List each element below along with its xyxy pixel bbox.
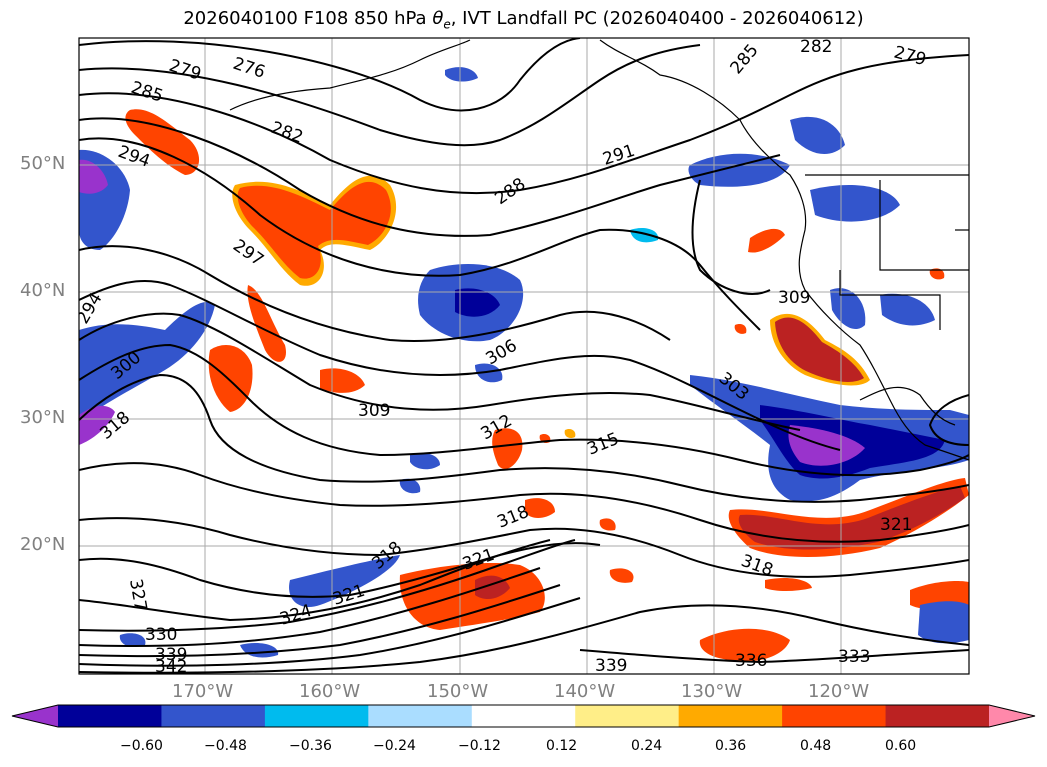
colorbar-segment [368, 705, 473, 727]
contour-label: 342 [155, 657, 187, 677]
colorbar-segment [782, 705, 887, 727]
coastlines [229, 39, 969, 461]
colorbar-segment [678, 705, 783, 727]
lat-label-30n: 30°N [20, 407, 66, 428]
colorbar-segment [161, 705, 266, 727]
colorbar-over-arrow [989, 705, 1035, 727]
positive-ivt-anomaly-regions [125, 109, 969, 662]
contour-label: 282 [800, 37, 832, 57]
colorbar-tick-label: 0.12 [546, 738, 578, 754]
lat-label-20n: 20°N [20, 534, 66, 555]
colorbar-tick-label: −0.48 [204, 738, 247, 754]
colorbar-under-arrow [12, 705, 58, 727]
colorbar-segment [264, 705, 369, 727]
contour-label: 309 [778, 288, 810, 308]
negative-ivt-anomaly-regions [79, 67, 969, 658]
contour-label: 333 [838, 647, 870, 667]
lon-label-170w: 170°W [172, 681, 234, 702]
map-frame [78, 37, 970, 675]
colorbar-tick-label: 0.24 [631, 738, 663, 754]
colorbar-segment [471, 705, 576, 727]
colorbar [11, 704, 1036, 728]
lon-label-120w: 120°W [808, 681, 870, 702]
contour-label: 321 [880, 515, 912, 535]
colorbar-tick-label: −0.60 [120, 738, 163, 754]
colorbar-segment [885, 705, 990, 727]
lon-label-130w: 130°W [681, 681, 743, 702]
colorbar-tick-label: 0.36 [715, 738, 747, 754]
contour-label: 336 [735, 651, 767, 671]
colorbar-tick-label: 0.48 [800, 738, 832, 754]
colorbar-tick-label: −0.36 [289, 738, 332, 754]
colorbar-tick-label: 0.60 [885, 738, 917, 754]
lon-label-160w: 160°W [299, 681, 361, 702]
lat-label-50n: 50°N [20, 153, 66, 174]
lon-label-150w: 150°W [427, 681, 489, 702]
contour-label: 309 [358, 401, 390, 421]
contour-label: 339 [155, 645, 187, 665]
colorbar-segment [575, 705, 680, 727]
colorbar-segment [58, 705, 163, 727]
contour-label: 339 [595, 656, 627, 676]
colorbar-tick-label: −0.12 [458, 738, 501, 754]
colorbar-tick-label: −0.24 [373, 738, 416, 754]
map-title: 2026040100 F108 850 hPa θe, IVT Landfall… [183, 8, 864, 32]
theta-e-contours [79, 38, 969, 674]
contour-label: 330 [145, 625, 177, 645]
lat-label-40n: 40°N [20, 280, 66, 301]
lon-label-140w: 140°W [554, 681, 616, 702]
